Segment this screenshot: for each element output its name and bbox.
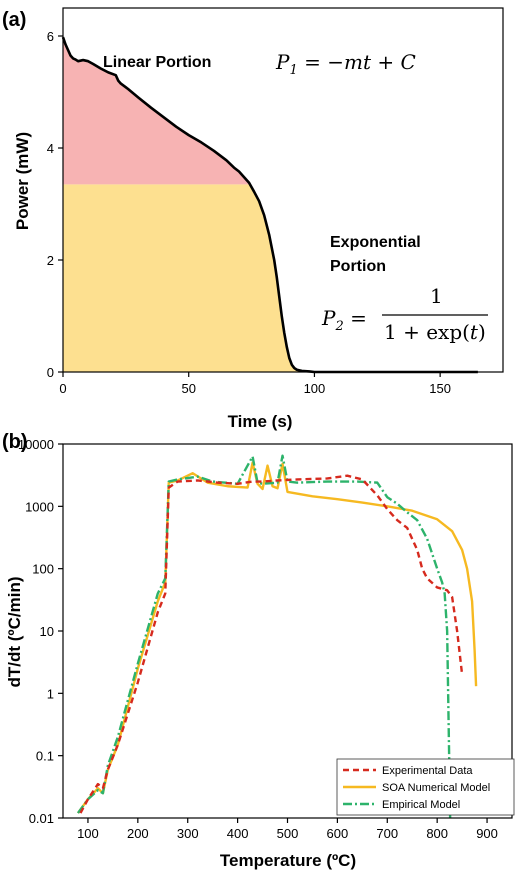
y-tick-label: 4 — [47, 141, 54, 156]
panel-a-label: (a) — [2, 9, 26, 31]
panel-b-y-axis-label: dT/dt (ºC/min) — [5, 576, 24, 687]
panel-a-y-axis-label: Power (mW) — [13, 132, 32, 230]
y-tick-label: 10 — [40, 624, 54, 639]
legend: Experimental Data SOA Numerical Model Em… — [336, 758, 515, 816]
y-tick-label: 0 — [47, 365, 54, 380]
panel-b-series — [76, 454, 478, 819]
linear-portion-label: Linear Portion — [103, 54, 211, 71]
y-tick-label: 1000 — [25, 499, 54, 514]
panel-b: (b) 100 200 300 400 500 600 700 800 9000.010.111… — [2, 431, 515, 870]
linear-equation: P1 = −mt + C — [275, 50, 416, 78]
legend-label-soa-model: SOA Numerical Model — [382, 782, 490, 794]
x-tick-label: 700 — [376, 826, 398, 841]
y-tick-label: 100 — [32, 562, 54, 577]
x-tick-label: 900 — [476, 826, 498, 841]
y-tick-label: 0.01 — [29, 811, 54, 826]
y-tick-label: 0.1 — [36, 749, 54, 764]
x-tick-label: 0 — [59, 381, 66, 396]
legend-label-empirical: Empirical Model — [382, 799, 460, 811]
x-tick-label: 300 — [177, 826, 199, 841]
y-tick-label: 10000 — [18, 437, 54, 452]
panel-b-ticks: 100 200 300 400 500 600 700 800 900 0.01 0.1 1 10 100… — [18, 437, 498, 841]
empirical-model-line — [76, 454, 452, 819]
x-tick-label: 100 — [304, 381, 326, 396]
x-tick-label: 50 — [181, 381, 195, 396]
svg-text:P2 =: P2 = — [321, 306, 367, 334]
x-tick-label: 500 — [277, 826, 299, 841]
soa-numerical-model-line — [76, 461, 478, 814]
experimental-data-line — [79, 474, 464, 814]
exponential-equation: P2 = 1 1 + exp(t) — [321, 284, 488, 344]
x-tick-label: 150 — [429, 381, 451, 396]
power-curve-line — [61, 36, 478, 374]
svg-text:1 + exp(t): 1 + exp(t) — [384, 320, 486, 344]
panel-a-x-axis-label: Time (s) — [228, 412, 293, 431]
x-tick-label: 100 — [77, 826, 99, 841]
panel-a-plot-frame — [62, 7, 504, 373]
exponential-portion-label: Portion — [330, 258, 386, 275]
x-tick-label: 200 — [127, 826, 149, 841]
exponential-label: Exponential — [330, 234, 421, 251]
y-tick-label: 2 — [47, 253, 54, 268]
panel-b-label: (b) — [2, 431, 28, 453]
svg-text:1: 1 — [430, 284, 443, 308]
x-tick-label: 800 — [426, 826, 448, 841]
panel-b-x-axis-label: Temperature (ºC) — [220, 851, 356, 870]
y-tick-label: 1 — [47, 686, 54, 701]
y-tick-label: 6 — [47, 29, 54, 44]
panel-a-ticks: 0 50 100 150 0 2 4 6 — [47, 29, 451, 396]
x-tick-label: 400 — [227, 826, 249, 841]
panel-a-series — [61, 36, 478, 374]
panel-a: (a) 0 50 100 150 0 2 4 6 Linear Portion P1 = −m… — [2, 7, 504, 431]
legend-label-experimental: Experimental Data — [382, 765, 473, 777]
exponential-portion-region — [63, 184, 478, 372]
x-tick-label: 600 — [327, 826, 349, 841]
